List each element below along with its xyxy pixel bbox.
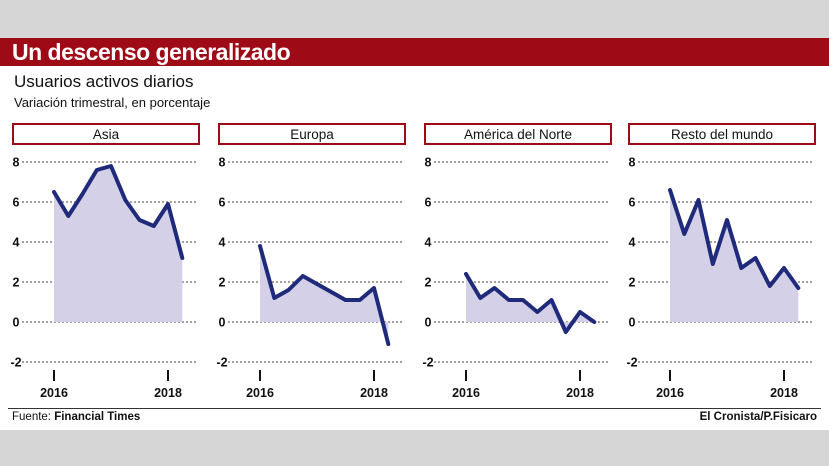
infographic-card: Un descenso generalizado Usuarios activo… [0, 38, 829, 430]
chart-panel-3: América del Norte 8 6 4 2 0 -2 2016 2018 [422, 123, 612, 400]
x-tick-label: 2016 [246, 386, 274, 400]
panel-title: América del Norte [464, 127, 572, 142]
y-tick-label: 0 [219, 316, 226, 330]
series-area [466, 274, 595, 332]
series-area [54, 166, 183, 322]
y-tick-label: 8 [629, 156, 636, 170]
source-name: Financial Times [54, 411, 141, 423]
x-tick-label: 2016 [656, 386, 684, 400]
y-tick-label: 2 [425, 276, 432, 290]
panel-title: Asia [93, 127, 120, 142]
panel-title-box [218, 123, 406, 145]
y-tick-label: -2 [10, 356, 21, 370]
y-tick-label: 0 [629, 316, 636, 330]
y-tick-label: 2 [629, 276, 636, 290]
x-tick-label: 2016 [40, 386, 68, 400]
y-tick-label: 6 [219, 196, 226, 210]
footer-divider [8, 408, 821, 409]
y-tick-label: 4 [13, 236, 20, 250]
chart-panel-4: Resto del mundo 8 6 4 2 0 -2 2016 2018 [626, 123, 816, 400]
panel-title: Resto del mundo [671, 127, 773, 142]
y-tick-label: 8 [425, 156, 432, 170]
x-tick-label: 2018 [770, 386, 798, 400]
y-tick-label: 6 [425, 196, 432, 210]
series-area [670, 190, 799, 322]
y-tick-label: -2 [626, 356, 637, 370]
chart-panel-1: Asia 8 6 4 2 0 -2 2016 2018 [10, 123, 200, 400]
x-tick-label: 2018 [360, 386, 388, 400]
y-tick-label: -2 [216, 356, 227, 370]
panel-title: Europa [290, 127, 334, 142]
chart-unit-note: Variación trimestral, en porcentaje [14, 95, 211, 110]
footer-credit: El Cronista/P.Fisicaro [699, 411, 817, 423]
y-tick-label: 0 [425, 316, 432, 330]
series-line [258, 244, 391, 346]
y-tick-label: 8 [219, 156, 226, 170]
x-tick-label: 2016 [452, 386, 480, 400]
series-line [464, 272, 597, 334]
series-line [668, 188, 801, 290]
chart-panel-2: Europa 8 6 4 2 0 -2 2016 2018 [216, 123, 406, 400]
y-tick-label: 2 [219, 276, 226, 290]
panel-title-box [628, 123, 816, 145]
x-tick-label: 2018 [154, 386, 182, 400]
y-tick-label: 4 [219, 236, 226, 250]
y-tick-label: 0 [13, 316, 20, 330]
title-banner: Un descenso generalizado [0, 38, 829, 66]
series-line [52, 164, 185, 260]
y-tick-label: 8 [13, 156, 20, 170]
chart-title: Un descenso generalizado [12, 39, 291, 65]
y-tick-label: 6 [629, 196, 636, 210]
y-tick-label: 4 [425, 236, 432, 250]
panel-title-box [12, 123, 200, 145]
y-tick-label: -2 [422, 356, 433, 370]
series-area [260, 246, 389, 344]
small-multiples-charts: Asia 8 6 4 2 0 -2 2016 2018 Europa 8 6 4 2 0 -2 2016 2018… [10, 123, 816, 400]
panel-title-box [424, 123, 612, 145]
chart-subtitle: Usuarios activos diarios [14, 72, 194, 91]
source-label: Fuente: [12, 411, 51, 423]
footer-source: Fuente: Financial Times [12, 411, 140, 423]
y-tick-label: 6 [13, 196, 20, 210]
y-tick-label: 4 [629, 236, 636, 250]
y-tick-label: 2 [13, 276, 20, 290]
x-tick-label: 2018 [566, 386, 594, 400]
